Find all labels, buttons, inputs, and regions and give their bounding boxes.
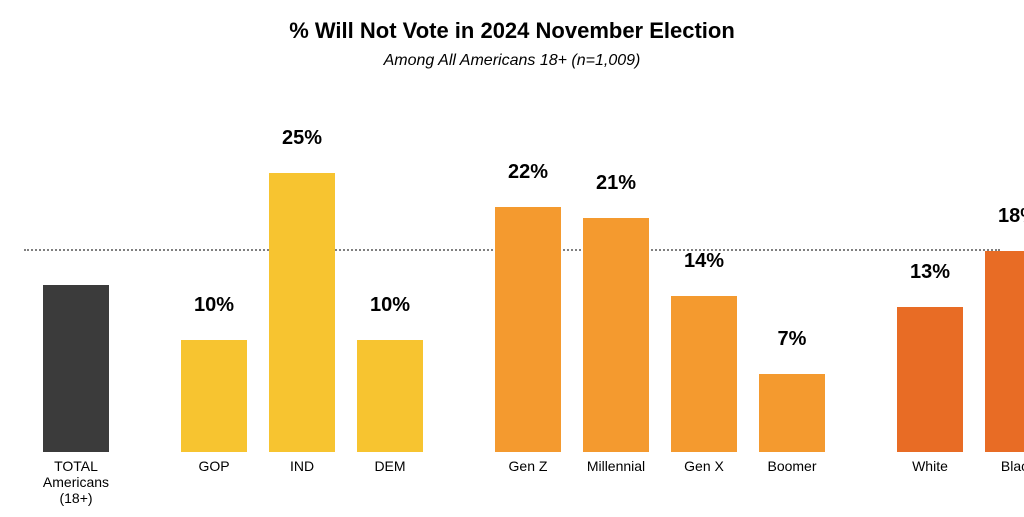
- bar: [181, 340, 247, 452]
- bar-value-label: 18%: [998, 205, 1024, 228]
- bar-slot: 21%: [583, 95, 649, 452]
- bar: [759, 374, 825, 452]
- bar: [897, 307, 963, 452]
- bar-value-label: 15%: [56, 268, 96, 291]
- bar-value-label: 10%: [370, 294, 410, 317]
- bar-slot: 15%: [43, 95, 109, 452]
- bar: [583, 218, 649, 452]
- bar-slot: 7%: [759, 95, 825, 452]
- bar-value-label: 25%: [282, 127, 322, 150]
- x-axis-label: Gen Z: [484, 458, 572, 474]
- bar-slot: 13%: [897, 95, 963, 452]
- x-axis-label: White: [886, 458, 974, 474]
- bar-slot: 22%: [495, 95, 561, 452]
- bar-value-label: 7%: [778, 328, 807, 351]
- bar: [269, 173, 335, 452]
- bar-value-label: 21%: [596, 172, 636, 195]
- plot-area: 15%10%25%10%22%21%14%7%13%18%16%: [24, 95, 1000, 452]
- x-axis-label: Black: [974, 458, 1024, 474]
- chart-title: % Will Not Vote in 2024 November Electio…: [0, 18, 1024, 44]
- bar-value-label: 13%: [910, 261, 950, 284]
- x-axis-label: Boomer: [748, 458, 836, 474]
- bar-slot: 18%: [985, 95, 1024, 452]
- bar: [671, 296, 737, 452]
- bars-layer: 15%10%25%10%22%21%14%7%13%18%16%: [24, 95, 1000, 452]
- bar: [357, 340, 423, 452]
- bar-slot: 10%: [357, 95, 423, 452]
- bar-slot: 14%: [671, 95, 737, 452]
- bar-value-label: 14%: [684, 250, 724, 273]
- bar: [495, 207, 561, 452]
- bar-slot: 10%: [181, 95, 247, 452]
- x-axis-label: DEM: [346, 458, 434, 474]
- x-axis-label: IND: [258, 458, 346, 474]
- bar-value-label: 10%: [194, 294, 234, 317]
- bar: [985, 251, 1024, 452]
- bar-slot: 25%: [269, 95, 335, 452]
- x-axis-label: Millennial: [572, 458, 660, 474]
- bar-value-label: 22%: [508, 161, 548, 184]
- bar: [43, 285, 109, 452]
- x-axis-label: Gen X: [660, 458, 748, 474]
- x-axis-label: GOP: [170, 458, 258, 474]
- x-axis-label: TOTAL Americans (18+): [32, 458, 120, 506]
- chart-container: % Will Not Vote in 2024 November Electio…: [0, 0, 1024, 517]
- chart-subtitle: Among All Americans 18+ (n=1,009): [0, 52, 1024, 70]
